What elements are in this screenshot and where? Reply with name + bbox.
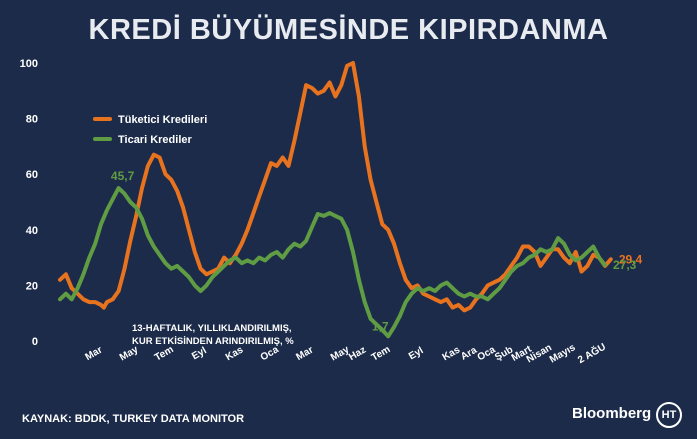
y-tick-label: 80 [26,114,38,126]
annotation-trough: 1,7 [372,319,389,333]
legend-label-0: Tüketici Kredileri [118,114,207,126]
x-tick-label: Mar [294,345,315,363]
ht-logo-icon: HT [656,402,682,428]
chart-note-line: KUR ETKİSİNDEN ARINDIRILMIŞ, % [132,336,294,347]
y-tick-label: 60 [26,169,38,181]
x-tick-label: Eyl [407,345,426,362]
x-tick-label: Oca [259,344,281,363]
x-tick-label: Kas [224,344,246,363]
chart-note-line: 13-HAFTALIK, YILLIKLANDIRILMIŞ, [132,323,292,334]
x-tick-label: Eyl [190,345,209,362]
end-label-commercial: 27,3 [613,258,637,272]
y-tick-label: 20 [26,280,38,292]
end-label-consumer: 29,4 [619,252,643,266]
series-line-0 [58,61,613,313]
brand-wordmark: Bloomberg [572,405,652,422]
annotation-peak: 45,7 [111,169,135,183]
source-note: KAYNAK: BDDK, TURKEY DATA MONITOR [22,413,245,425]
x-tick-label: Haz [347,345,368,363]
x-tick-label: Tem [370,344,393,363]
y-tick-label: 40 [26,225,38,237]
y-tick-label: 100 [20,58,38,70]
chart-title: KREDİ BÜYÜMESİNDE KIPIRDANMA [88,14,609,46]
series-line-1 [58,186,607,339]
y-tick-label: 0 [32,336,38,348]
x-tick-label: 2 AĞU [575,340,608,366]
legend-label-1: Ticari Krediler [118,134,192,146]
x-tick-label: Mar [83,345,104,363]
x-tick-label: Mayıs [548,342,578,366]
